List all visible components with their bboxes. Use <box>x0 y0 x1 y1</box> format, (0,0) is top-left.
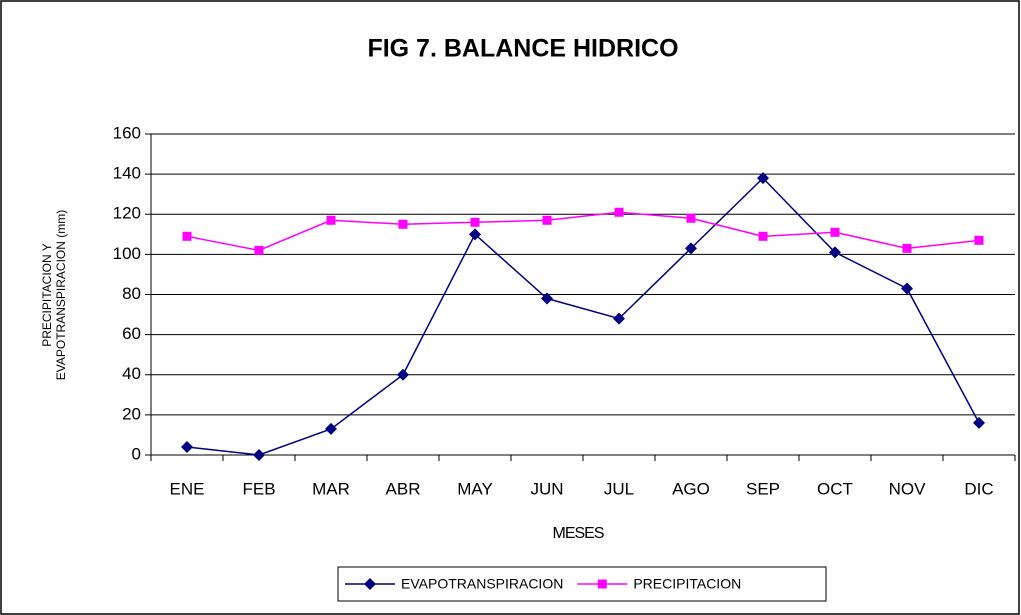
y-tick-label: 160 <box>113 123 141 142</box>
data-point <box>181 440 193 453</box>
chart-title: FIG 7. BALANCE HIDRICO <box>367 35 678 63</box>
data-point <box>469 228 481 241</box>
data-point <box>902 243 912 253</box>
data-point <box>398 219 408 229</box>
x-tick-label: ENE <box>170 479 205 498</box>
data-point <box>182 231 192 241</box>
data-point <box>829 246 841 259</box>
y-tick-label: 0 <box>132 444 141 463</box>
y-tick-label: 120 <box>113 204 141 223</box>
y-tick-label: 60 <box>122 324 141 343</box>
y-tick-label: 80 <box>122 284 141 303</box>
y-axis-label: PRECIPITACION Y <box>40 243 54 347</box>
y-tick-label: 140 <box>113 164 141 183</box>
x-tick-label: DIC <box>964 479 993 498</box>
data-point <box>830 227 840 237</box>
legend-label: EVAPOTRANSPIRACION <box>401 576 563 592</box>
x-tick-label: JUL <box>604 479 634 498</box>
y-tick-label: 20 <box>122 404 141 423</box>
data-point <box>541 292 553 305</box>
x-tick-label: SEP <box>746 479 780 498</box>
x-tick-label: AGO <box>672 479 710 498</box>
y-tick-label: 40 <box>122 364 141 383</box>
data-point <box>685 242 697 255</box>
data-point <box>326 215 336 225</box>
x-tick-label: JUN <box>530 479 563 498</box>
x-tick-label: ABR <box>386 479 421 498</box>
data-point <box>901 282 913 295</box>
data-point <box>973 416 985 429</box>
x-axis-label: MESES <box>552 525 603 542</box>
x-tick-label: NOV <box>889 479 927 498</box>
data-point <box>757 172 769 185</box>
x-tick-label: FEB <box>242 479 275 498</box>
data-point <box>325 422 337 435</box>
data-point <box>614 207 624 217</box>
data-point <box>686 213 696 223</box>
series-line <box>186 211 980 252</box>
x-tick-label: MAY <box>457 479 493 498</box>
data-point <box>542 215 552 225</box>
legend-marker <box>364 578 376 590</box>
data-point <box>253 449 265 461</box>
data-point <box>974 235 984 245</box>
data-point <box>758 231 768 241</box>
data-point <box>397 368 409 381</box>
data-point <box>613 312 625 325</box>
y-axis-label: EVAPOTRANSPIRACION (mm) <box>54 210 68 380</box>
data-point <box>470 217 480 227</box>
x-tick-label: MAR <box>312 479 350 498</box>
y-tick-label: 100 <box>113 244 141 263</box>
x-tick-label: OCT <box>817 479 853 498</box>
data-point <box>254 245 264 255</box>
legend-label: PRECIPITACION <box>633 576 741 592</box>
legend-marker <box>597 579 607 589</box>
series-line <box>186 177 980 456</box>
